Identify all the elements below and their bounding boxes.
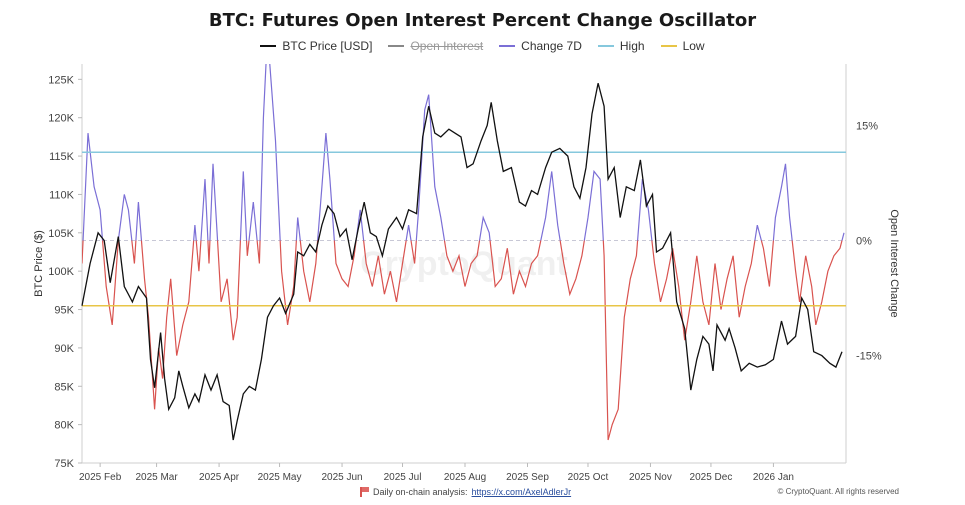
x-tick-label: 2025 Mar	[135, 472, 178, 483]
legend-swatch-open-interest	[388, 45, 405, 47]
x-tick-label: 2025 Oct	[568, 472, 609, 483]
watermark: CryptoQuant	[360, 245, 568, 283]
x-tick-label: 2025 Apr	[199, 472, 240, 483]
legend-swatch-btc-price	[260, 45, 277, 47]
footer-note: Daily on-chain analysis: https://x.com/A…	[360, 487, 571, 497]
chart-legend: BTC Price [USD] Open Interest Change 7D …	[0, 39, 965, 53]
footer-link[interactable]: https://x.com/AxelAdlerJr	[471, 487, 572, 497]
left-tick-label: 120K	[48, 113, 74, 125]
legend-label-high: High	[619, 39, 645, 53]
left-tick-label: 115K	[49, 151, 75, 163]
x-tick-label: 2025 Aug	[444, 472, 486, 483]
x-tick-label: 2025 Jul	[384, 472, 422, 483]
x-tick-label: 2026 Jan	[753, 472, 794, 483]
series-change-7d-negative	[82, 240, 843, 441]
x-tick-label: 2025 Nov	[629, 472, 672, 483]
legend-item-high[interactable]: High	[597, 39, 645, 53]
left-axis-title: BTC Price ($)	[33, 230, 45, 297]
chart-title: BTC: Futures Open Interest Percent Chang…	[208, 10, 757, 31]
legend-swatch-low	[660, 45, 677, 47]
legend-item-change-7d[interactable]: Change 7D	[499, 39, 582, 53]
right-tick-label: 15%	[856, 120, 878, 132]
left-tick-label: 85K	[54, 381, 74, 393]
legend-label-low: Low	[682, 39, 705, 53]
footer-note-prefix: Daily on-chain analysis:	[373, 487, 468, 497]
legend-label-change-7d: Change 7D	[521, 39, 582, 53]
legend-item-low[interactable]: Low	[660, 39, 705, 53]
right-tick-label: 0%	[856, 235, 872, 247]
left-tick-label: 80K	[54, 420, 74, 432]
left-tick-label: 125K	[48, 74, 74, 86]
legend-item-btc-price[interactable]: BTC Price [USD]	[260, 39, 372, 53]
x-tick-label: 2025 May	[258, 472, 302, 483]
x-tick-label: 2025 Jun	[321, 472, 362, 483]
legend-swatch-change-7d	[499, 45, 516, 47]
left-tick-label: 75K	[54, 458, 74, 470]
x-tick-label: 2025 Sep	[506, 472, 549, 483]
x-tick-label: 2025 Dec	[690, 472, 733, 483]
x-tick-label: 2025 Feb	[79, 472, 122, 483]
left-tick-label: 95K	[54, 305, 74, 317]
left-tick-label: 100K	[48, 266, 74, 278]
left-tick-label: 105K	[48, 228, 74, 240]
legend-item-open-interest[interactable]: Open Interest	[388, 39, 483, 53]
series-btc-price	[81, 83, 843, 441]
legend-swatch-high	[597, 45, 614, 47]
left-tick-label: 90K	[54, 343, 74, 355]
copyright-text: © CryptoQuant. All rights reserved	[777, 487, 900, 496]
legend-label-btc-price: BTC Price [USD]	[282, 39, 373, 53]
right-axis-title: Open Interest Change	[888, 209, 900, 317]
right-tick-label: -15%	[856, 351, 882, 363]
left-tick-label: 110K	[49, 189, 75, 201]
flag-icon	[360, 487, 369, 497]
series-change-7d-positive	[82, 64, 845, 241]
legend-label-open-interest: Open Interest	[410, 39, 484, 53]
